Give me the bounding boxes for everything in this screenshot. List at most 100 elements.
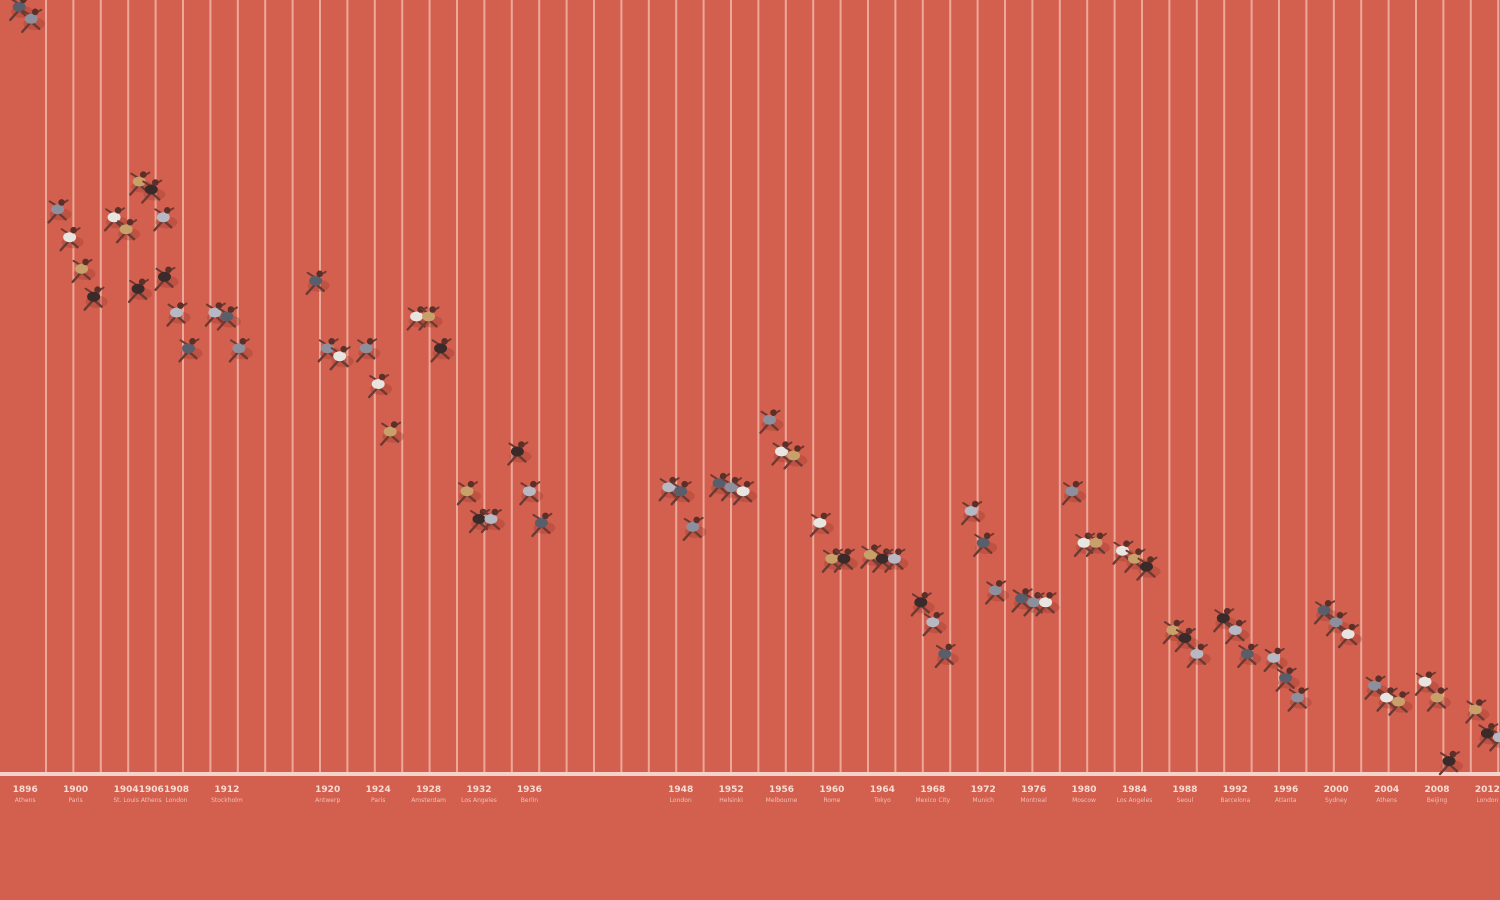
runner-mark [732, 480, 758, 506]
runner-mark [1225, 619, 1250, 645]
runner-head [340, 345, 347, 353]
runner-mark [480, 508, 505, 534]
runner-torso [938, 648, 952, 659]
games-year-label: 1972 [971, 785, 996, 795]
games-year-label: 1928 [416, 785, 441, 795]
runner-head [770, 409, 777, 416]
runner-mark [934, 643, 959, 669]
runner-head [1185, 627, 1193, 635]
runner-torso [825, 553, 839, 564]
runner-mark [166, 302, 191, 327]
runner-head [1072, 480, 1080, 488]
runner-mark [380, 421, 405, 446]
runner-mark [1035, 592, 1060, 617]
games-year-label: 1948 [668, 785, 693, 795]
runner-head [70, 226, 77, 234]
runner-torso [510, 446, 524, 457]
runner-torso [309, 275, 323, 286]
games-year-label: 1906 [139, 785, 164, 795]
runner-mark [1124, 548, 1149, 573]
games-year-label: 1964 [870, 785, 895, 795]
games-city-label: Berlin [521, 797, 539, 804]
runner-torso [763, 414, 776, 425]
runner-torso [1480, 728, 1494, 739]
runner-head [731, 476, 739, 484]
runner-mark [1085, 532, 1110, 557]
runner-mark [430, 338, 455, 363]
runner-head [820, 512, 828, 520]
runner-torso [1368, 680, 1382, 691]
runner-torso [787, 450, 800, 461]
runner-head [1437, 687, 1445, 694]
runner-torso [662, 482, 676, 493]
runner-torso [321, 343, 335, 354]
runner-head [390, 421, 398, 428]
runner-head [743, 480, 751, 488]
runner-mark [1426, 687, 1451, 712]
games-year-label: 1908 [164, 785, 189, 795]
runner-mark [1465, 699, 1490, 724]
runner-head [429, 306, 436, 313]
runner-mark [1438, 750, 1463, 776]
runner-head [983, 532, 991, 540]
runner-mark [21, 8, 46, 33]
games-year-label: 1932 [466, 785, 491, 795]
runner-head [328, 338, 335, 345]
games-year-label: 1980 [1071, 785, 1096, 795]
runner-mark [154, 266, 179, 291]
runner-mark [228, 338, 253, 363]
runner-head [1425, 671, 1433, 678]
runner-torso [1140, 561, 1153, 572]
runner-mark [418, 306, 443, 331]
games-city-label: Paris [68, 797, 82, 804]
runner-head [1399, 691, 1406, 698]
games-city-label: Beijing [1427, 797, 1448, 804]
runner-head [19, 0, 27, 4]
runner-torso [1442, 756, 1456, 767]
games-city-label: Barcelona [1220, 797, 1250, 804]
runner-torso [1380, 692, 1394, 703]
runner-head [126, 218, 134, 226]
runner-head [1488, 723, 1495, 730]
runner-mark [1237, 643, 1262, 669]
games-year-label: 1996 [1273, 785, 1298, 795]
runner-torso [87, 291, 101, 302]
games-year-label: 1988 [1172, 785, 1197, 795]
runner-head [794, 445, 801, 452]
runner-head [189, 338, 196, 345]
runner-torso [359, 343, 373, 354]
runner-mark [129, 171, 154, 196]
runner-torso [208, 307, 222, 318]
runner-head [1449, 750, 1457, 758]
runner-mark [720, 476, 746, 502]
games-year-label: 1952 [719, 785, 744, 795]
runner-marks [9, 0, 1500, 776]
runner-torso [1430, 692, 1444, 703]
games-year-label: 1956 [769, 785, 794, 795]
runner-torso [119, 224, 133, 235]
runner-torso [12, 1, 26, 12]
games-city-label: Tokyo [873, 797, 891, 804]
runner-torso [1341, 629, 1355, 640]
runner-torso [434, 343, 448, 354]
runner-head [164, 207, 171, 214]
runner-head [1096, 532, 1104, 540]
games-year-label: 1936 [517, 785, 542, 795]
runner-head [138, 278, 146, 286]
runner-head [1173, 619, 1181, 627]
runner-torso [1166, 625, 1180, 636]
runner-head [933, 611, 941, 619]
runner-mark [682, 516, 707, 542]
runner-torso [460, 486, 474, 497]
runner-head [971, 500, 979, 508]
runner-torso [422, 311, 436, 322]
runner-torso [1216, 613, 1230, 624]
runner-head [82, 258, 89, 266]
runner-head [945, 643, 953, 651]
runner-head [1387, 687, 1394, 694]
runner-mark [1337, 623, 1363, 649]
runner-torso [914, 597, 928, 608]
runner-torso [182, 343, 195, 354]
runner-head [316, 270, 323, 278]
